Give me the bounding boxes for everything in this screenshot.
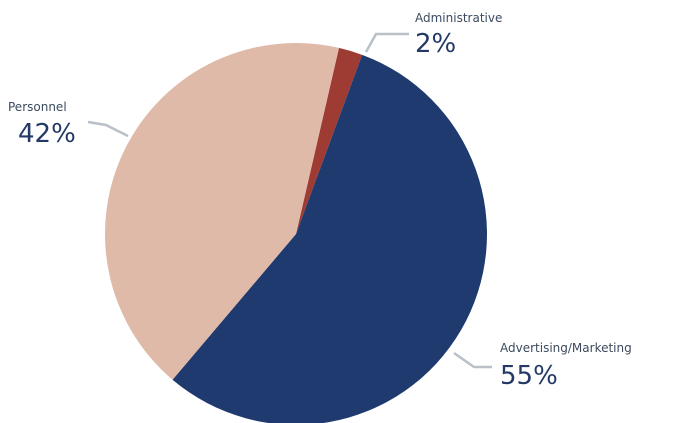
- slice-value-personnel: 42%: [18, 119, 76, 149]
- pie-slice-personnel: [104, 43, 339, 380]
- slice-value-administrative: 2%: [415, 29, 456, 59]
- pie-slices: [104, 43, 487, 423]
- slice-label-administrative: Administrative: [415, 11, 502, 25]
- pie-slice-administrative: [296, 47, 363, 235]
- leader-line-advertising-marketing: [453, 351, 492, 369]
- slice-label-advertising-marketing: Advertising/Marketing: [500, 341, 632, 355]
- slice-label-personnel: Personnel: [8, 100, 67, 114]
- leader-line-personnel: [87, 120, 129, 138]
- leader-line-administrative: [364, 32, 409, 53]
- pie-slice-advertising-marketing: [172, 54, 487, 423]
- slice-value-advertising-marketing: 55%: [500, 361, 558, 391]
